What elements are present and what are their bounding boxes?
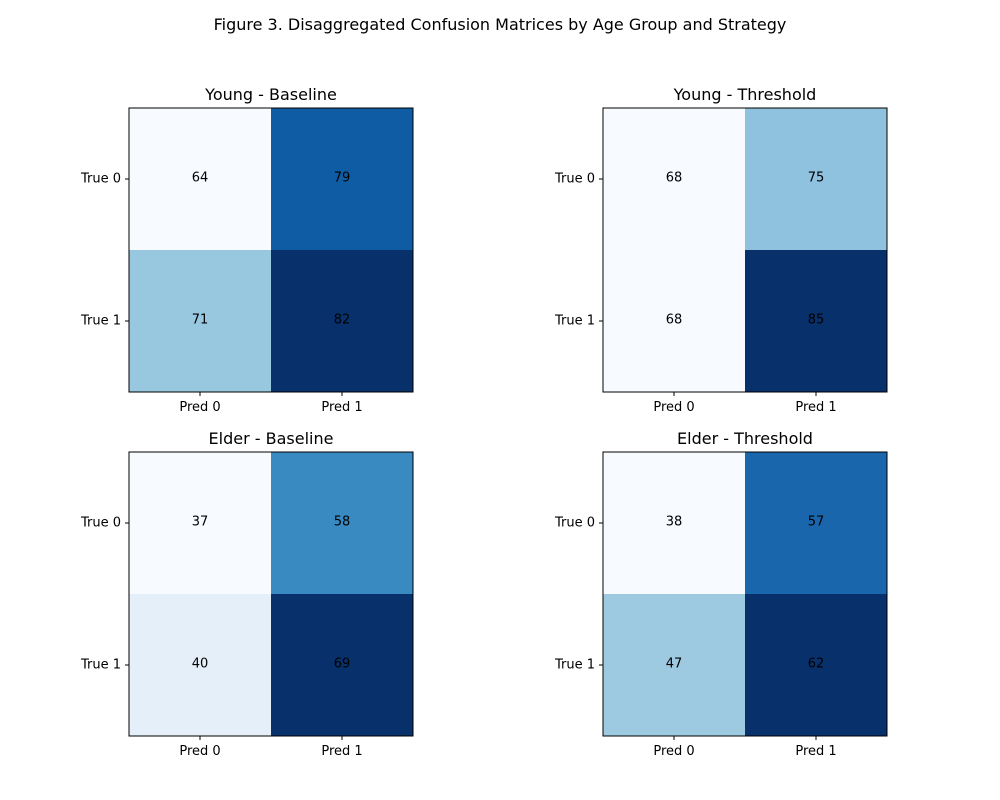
matrix-cell [271, 452, 413, 594]
cell-value-label: 38 [666, 515, 683, 530]
matrix-frame [128, 451, 414, 737]
matrix-cell [271, 108, 413, 250]
x-tick-label: Pred 0 [179, 400, 220, 415]
matrix-cell [129, 452, 271, 594]
cell-value-label: 85 [808, 313, 825, 328]
panel-title: Elder - Baseline [209, 429, 334, 448]
cell-value-label: 62 [808, 657, 825, 672]
y-tick-label: True 0 [554, 172, 595, 187]
y-tick-label: True 1 [80, 658, 121, 673]
panel-title: Elder - Threshold [677, 429, 813, 448]
matrix-panels: Young - Baseline 64 79 71 82 True 0 True 1 Pred… [80, 85, 888, 759]
x-tick-label: Pred 0 [653, 744, 694, 759]
panel-title: Young - Baseline [204, 85, 337, 104]
matrix-cell [129, 594, 271, 736]
matrix-panel: Elder - Threshold 38 57 47 62 True 0 True 1 Pre… [554, 429, 888, 759]
matrix-frame [128, 107, 414, 393]
figure-title: Figure 3. Disaggregated Confusion Matric… [214, 15, 787, 34]
matrix-cell [745, 250, 887, 392]
panel-title: Young - Threshold [673, 85, 817, 104]
cell-value-label: 69 [334, 657, 351, 672]
cell-value-label: 57 [808, 515, 825, 530]
y-tick-label: True 0 [80, 172, 121, 187]
x-tick-label: Pred 1 [795, 400, 836, 415]
matrix-panel: Elder - Baseline 37 58 40 69 True 0 True 1 Pred… [80, 429, 414, 759]
x-tick-label: Pred 1 [321, 744, 362, 759]
cell-value-label: 68 [666, 171, 683, 186]
matrix-cell [271, 250, 413, 392]
cell-value-label: 71 [192, 313, 209, 328]
cell-value-label: 75 [808, 171, 825, 186]
matrix-cell [271, 594, 413, 736]
matrix-cell [603, 452, 745, 594]
cell-value-label: 68 [666, 313, 683, 328]
matrix-cell [603, 250, 745, 392]
matrix-cell [745, 594, 887, 736]
cell-value-label: 82 [334, 313, 351, 328]
matrix-cell [129, 250, 271, 392]
x-tick-label: Pred 0 [653, 400, 694, 415]
cell-value-label: 40 [192, 657, 209, 672]
cell-value-label: 64 [192, 171, 209, 186]
matrix-cell [603, 594, 745, 736]
cell-value-label: 58 [334, 515, 351, 530]
x-tick-label: Pred 0 [179, 744, 220, 759]
y-tick-label: True 1 [554, 314, 595, 329]
cell-value-label: 47 [666, 657, 683, 672]
cell-value-label: 37 [192, 515, 209, 530]
matrix-panel: Young - Baseline 64 79 71 82 True 0 True 1 Pred… [80, 85, 414, 415]
y-tick-label: True 1 [80, 314, 121, 329]
matrix-cell [745, 452, 887, 594]
y-tick-label: True 0 [554, 516, 595, 531]
matrix-cell [129, 108, 271, 250]
y-tick-label: True 1 [554, 658, 595, 673]
y-tick-label: True 0 [80, 516, 121, 531]
cell-value-label: 79 [334, 171, 351, 186]
matrix-cell [745, 108, 887, 250]
matrix-cell [603, 108, 745, 250]
x-tick-label: Pred 1 [795, 744, 836, 759]
x-tick-label: Pred 1 [321, 400, 362, 415]
matrix-panel: Young - Threshold 68 75 68 85 True 0 True 1 Pre… [554, 85, 888, 415]
matrix-frame [602, 451, 888, 737]
matrix-frame [602, 107, 888, 393]
